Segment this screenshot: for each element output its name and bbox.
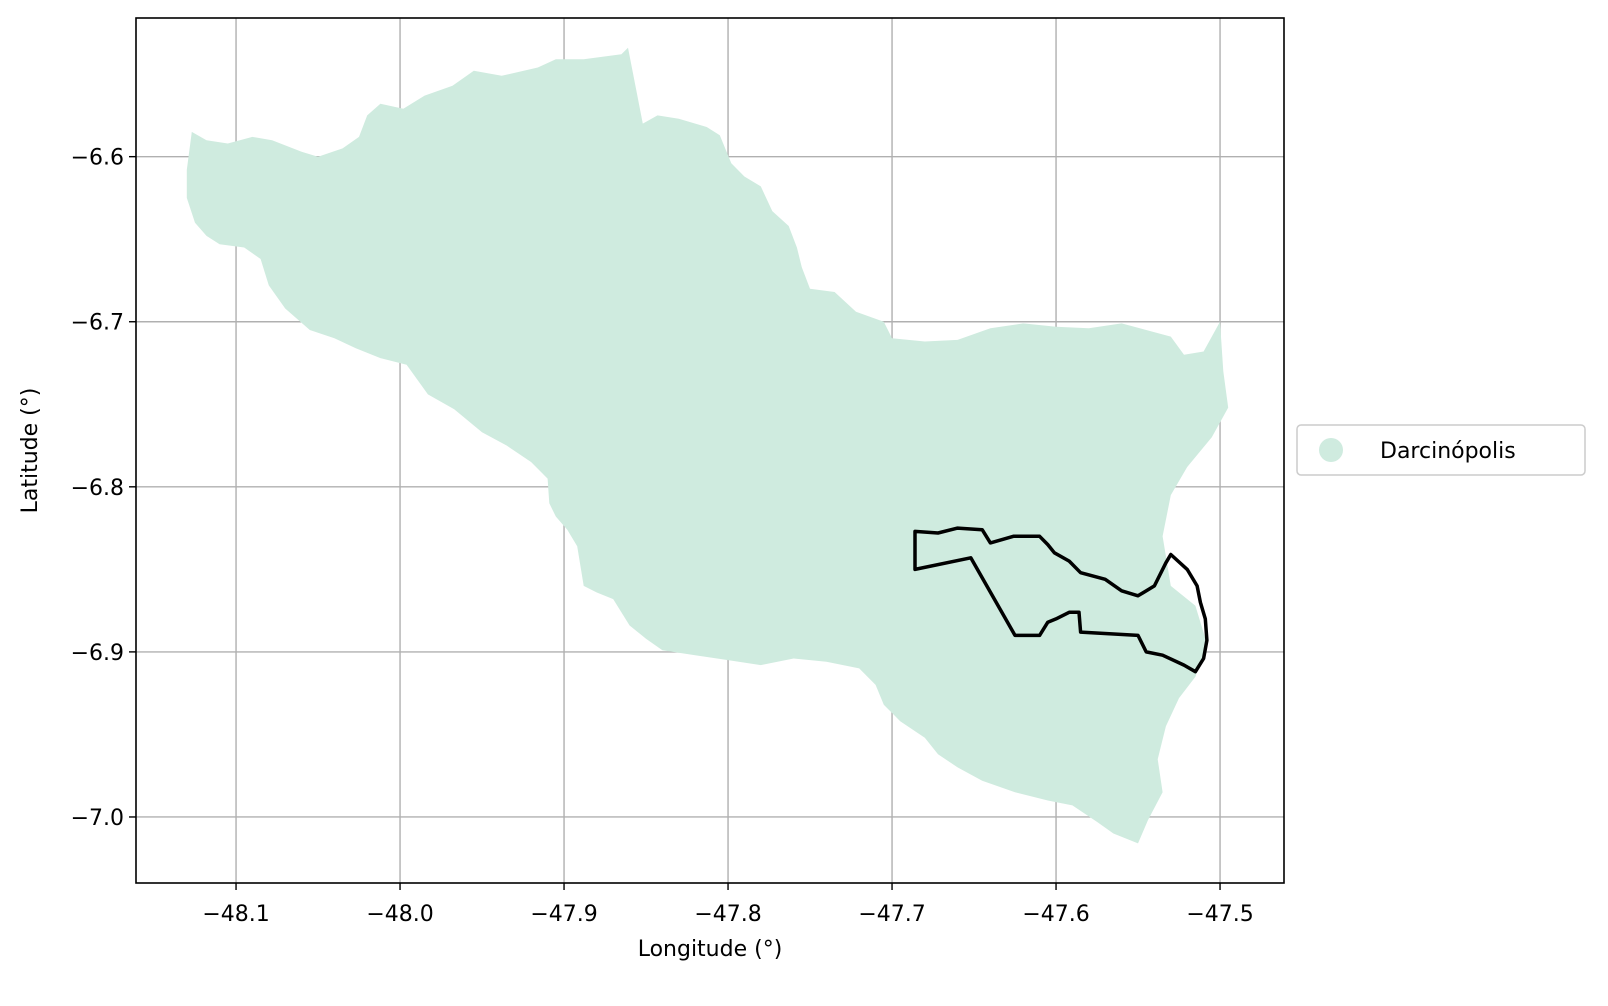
plot-frame: [135, 17, 1285, 884]
y-tick-label: −7.0: [71, 806, 124, 831]
x-axis-label: Longitude (°): [638, 937, 783, 962]
y-tick-label: −6.6: [71, 146, 124, 171]
y-tick-label: −6.9: [71, 641, 124, 666]
y-axis-ticks: −6.6 −6.7 −6.8 −6.9 −7.0: [71, 146, 136, 831]
y-tick-label: −6.7: [71, 311, 124, 336]
x-tick-label: −47.9: [530, 902, 597, 927]
legend-box: [1296, 424, 1586, 476]
legend-marker: [1319, 438, 1343, 462]
x-tick-label: −47.6: [1022, 902, 1089, 927]
legend: Darcinópolis: [1296, 424, 1586, 476]
y-tick-label: −6.8: [71, 476, 124, 501]
region-polygon-darcinopolis: [186, 47, 1229, 844]
x-tick-label: −47.8: [694, 902, 761, 927]
overlay-boundary-outline: [913, 526, 1209, 674]
x-tick-label: −47.7: [858, 902, 925, 927]
x-axis-ticks: −48.1 −48.0 −47.9 −47.8 −47.7 −47.6 −47.5: [202, 883, 1254, 927]
x-tick-label: −48.1: [202, 902, 269, 927]
x-tick-label: −48.0: [366, 902, 433, 927]
x-tick-label: −47.5: [1186, 902, 1253, 927]
y-axis-label: Latitude (°): [18, 388, 43, 514]
legend-label: Darcinópolis: [1380, 439, 1516, 464]
